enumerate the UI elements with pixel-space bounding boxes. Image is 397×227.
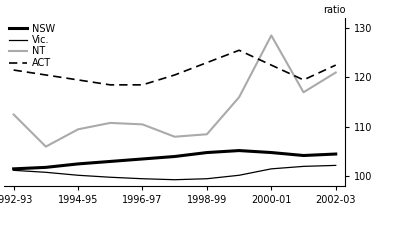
Legend: NSW, Vic., NT, ACT: NSW, Vic., NT, ACT <box>6 20 59 72</box>
Text: ratio: ratio <box>323 5 345 15</box>
